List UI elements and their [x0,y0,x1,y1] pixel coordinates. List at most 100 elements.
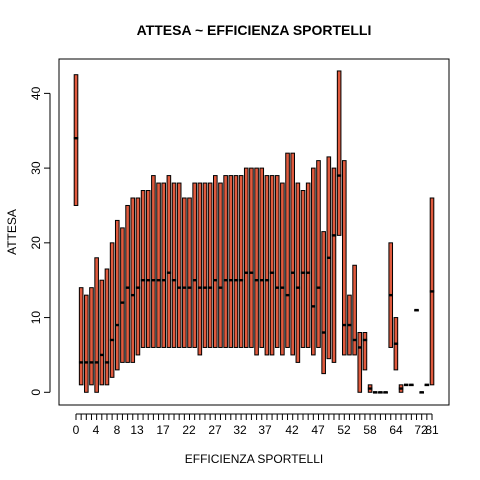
box-body [254,167,259,356]
box-body [140,190,146,348]
box-body [305,182,311,348]
box-23 [192,182,197,348]
x-tick-label: 27 [208,423,222,437]
box-body [125,204,130,363]
box-body [233,175,239,348]
box-54 [352,264,357,356]
box-79 [424,383,430,387]
box-body [300,190,306,348]
box-78 [419,391,424,394]
box-14 [145,190,151,348]
box-17 [161,182,167,348]
box-body [223,175,228,348]
box-20 [176,182,182,348]
box-9 [120,227,125,363]
box-body [280,182,285,356]
box-body [264,175,270,356]
box-body [197,182,203,356]
box-52 [341,160,347,356]
box-body [176,182,182,348]
box-body [341,160,347,356]
x-tick-label: 22 [182,423,196,437]
box-body [161,182,167,348]
x-axis-label: EFFICIENZA SPORTELLI [185,452,323,466]
box-body [238,175,244,348]
plot-frame [58,58,450,406]
box-body [78,287,84,386]
box-body [331,167,337,363]
box-53 [347,294,352,356]
box-29 [223,175,228,348]
box-group [73,70,435,394]
box-body [156,182,161,348]
box-body [135,197,141,356]
y-axis: 0 10 20 30 40 [29,86,51,396]
box-6 [104,268,110,386]
box-body [73,74,79,206]
box-22 [187,197,192,348]
chart-title: ATTESA ~ EFFICIENZA SPORTELLI [137,22,372,38]
box-body [213,175,218,348]
box-body [145,190,151,348]
box-60 [378,391,383,394]
box-body [243,167,249,348]
box-body [166,175,172,348]
box-body [202,182,208,348]
box-51 [336,70,342,236]
box-31 [233,175,239,348]
y-tick-label: 40 [29,86,43,100]
y-tick-label: 30 [29,161,43,175]
box-body [311,167,316,356]
x-tick-label: 37 [258,423,272,437]
y-axis-label: ATTESA [5,209,19,255]
x-tick-label: 42 [285,423,299,437]
box-47 [316,160,321,348]
box-body [171,182,177,348]
box-38 [269,175,275,356]
box-7 [109,242,115,378]
box-68 [403,383,409,387]
box-11 [130,197,136,363]
box-34 [249,167,254,348]
box-64 [393,317,399,371]
box-body [187,197,192,348]
box-2 [84,294,89,393]
box-26 [207,182,213,348]
box-body [362,332,368,371]
box-18 [166,175,172,348]
box-30 [228,175,234,348]
x-tick-label: 8 [114,423,121,437]
y-tick-label: 0 [29,389,43,396]
box-body [259,167,265,348]
x-tick-label: 32 [233,423,247,437]
box-0 [73,74,79,206]
box-49 [326,156,332,360]
box-33 [243,167,249,348]
box-body [130,197,136,363]
box-58 [367,384,373,393]
box-body [290,152,295,356]
box-36 [259,167,265,348]
box-4 [94,257,99,393]
box-66 [398,384,404,393]
x-tick-label: 72 [414,423,428,437]
box-body [249,167,254,348]
box-35 [254,167,259,356]
box-body [207,182,213,348]
box-body [218,182,223,348]
box-39 [274,175,280,348]
box-3 [89,287,94,386]
x-tick-label: 81 [425,423,439,437]
box-body [89,287,94,386]
box-body [285,152,290,348]
y-tick-label: 10 [29,311,43,325]
box-81 [429,197,435,386]
x-tick-label: 13 [130,423,144,437]
box-body [336,70,342,236]
box-body [228,175,234,348]
box-74 [414,308,419,312]
box-40 [280,182,285,356]
box-body [182,197,187,348]
